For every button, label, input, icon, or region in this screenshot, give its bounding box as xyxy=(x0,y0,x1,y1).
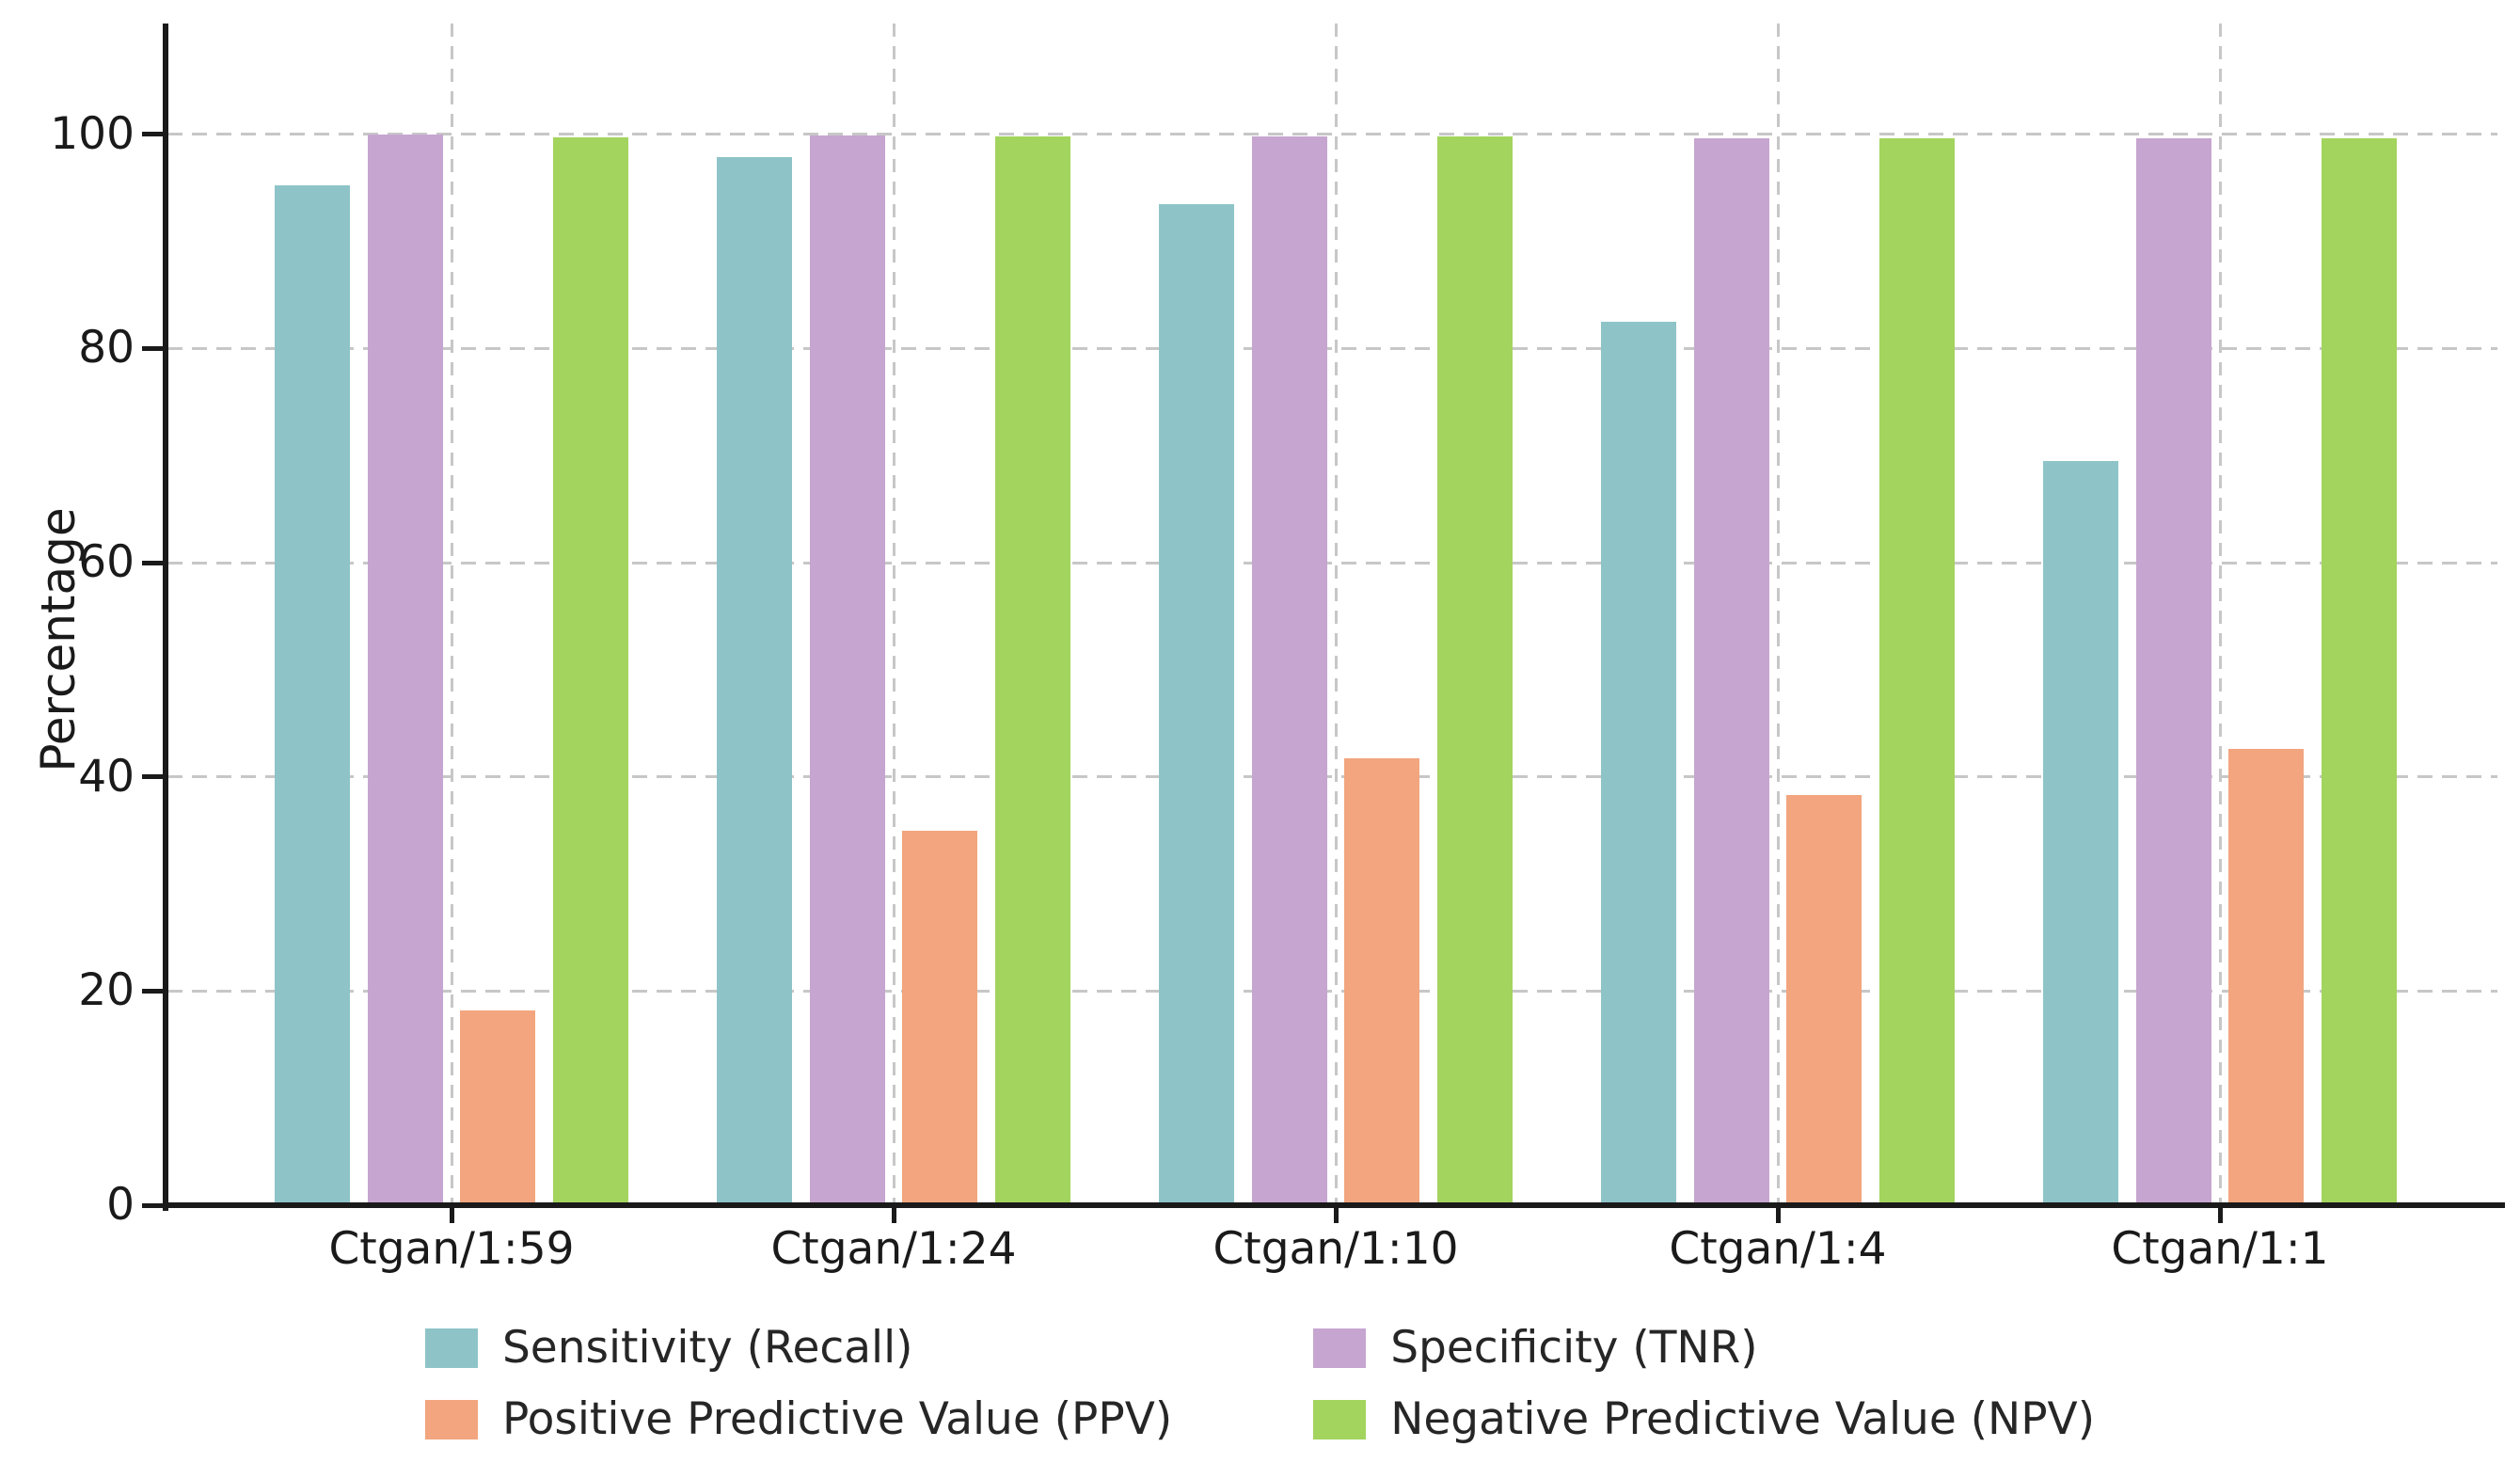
horizontal-gridline xyxy=(167,775,2497,779)
bar-ctgan-1-59-positive-predictive-value-ppv xyxy=(460,1010,535,1205)
x-tick-label: Ctgan/1:4 xyxy=(1669,1223,1887,1275)
vertical-gridline xyxy=(1776,24,1780,1205)
y-tick-mark xyxy=(142,1202,163,1208)
legend-item-negative-predictive-value-npv: Negative Predictive Value (NPV) xyxy=(1313,1396,2095,1443)
legend-label: Positive Predictive Value (PPV) xyxy=(501,1393,1173,1445)
bar-ctgan-1-4-specificity-tnr xyxy=(1694,138,1769,1205)
y-tick-label: 20 xyxy=(78,964,135,1017)
bar-ctgan-1-10-specificity-tnr xyxy=(1252,135,1327,1205)
bar-ctgan-1-10-positive-predictive-value-ppv xyxy=(1344,758,1419,1205)
bar-ctgan-1-24-sensitivity-recall xyxy=(717,156,792,1205)
bar-ctgan-1-59-specificity-tnr xyxy=(368,134,443,1205)
x-tick-mark xyxy=(449,1208,454,1223)
x-tick-mark xyxy=(1775,1208,1781,1223)
legend-column: Sensitivity (Recall) Positive Predictive … xyxy=(424,1322,1173,1445)
legend-swatch-sensitivity-recall xyxy=(424,1328,478,1368)
y-tick-mark xyxy=(142,345,163,351)
legend-label: Specificity (TNR) xyxy=(1390,1322,1758,1374)
vertical-gridline xyxy=(892,24,895,1205)
bar-ctgan-1-4-positive-predictive-value-ppv xyxy=(1786,795,1862,1205)
x-tick-label: Ctgan/1:59 xyxy=(328,1223,575,1275)
legend: Sensitivity (Recall) Positive Predictive … xyxy=(0,1325,2520,1443)
x-axis-spine xyxy=(163,1202,2505,1208)
legend-label: Sensitivity (Recall) xyxy=(501,1322,913,1374)
y-tick-label: 40 xyxy=(78,750,135,803)
y-tick-mark xyxy=(142,560,163,565)
y-tick-label: 60 xyxy=(78,536,135,589)
bar-ctgan-1-59-negative-predictive-value-npv xyxy=(553,137,628,1205)
bar-ctgan-1-24-negative-predictive-value-npv xyxy=(995,135,1070,1205)
legend-swatch-negative-predictive-value-npv xyxy=(1313,1400,1367,1439)
bar-ctgan-1-1-specificity-tnr xyxy=(2136,138,2211,1205)
x-tick-label: Ctgan/1:1 xyxy=(2111,1223,2329,1275)
vertical-gridline xyxy=(450,24,453,1205)
y-tick-label: 80 xyxy=(78,322,135,374)
bar-ctgan-1-59-sensitivity-recall xyxy=(275,185,350,1205)
legend-swatch-positive-predictive-value-ppv xyxy=(424,1400,478,1439)
y-axis-spine xyxy=(163,24,168,1211)
legend-item-specificity-tnr: Specificity (TNR) xyxy=(1313,1325,2095,1372)
bar-ctgan-1-10-negative-predictive-value-npv xyxy=(1437,135,1513,1205)
legend-column: Specificity (TNR) Negative Predictive Val… xyxy=(1313,1325,2095,1443)
bar-ctgan-1-1-sensitivity-recall xyxy=(2043,460,2118,1205)
y-tick-label: 100 xyxy=(50,107,135,160)
x-tick-label: Ctgan/1:10 xyxy=(1212,1223,1459,1275)
y-tick-mark xyxy=(142,132,163,137)
vertical-gridline xyxy=(1334,24,1338,1205)
bar-ctgan-1-4-sensitivity-recall xyxy=(1601,321,1676,1205)
y-tick-mark xyxy=(142,774,163,780)
bar-ctgan-1-1-positive-predictive-value-ppv xyxy=(2228,749,2304,1205)
bar-ctgan-1-1-negative-predictive-value-npv xyxy=(2322,138,2397,1205)
vertical-gridline xyxy=(2218,24,2222,1205)
x-tick-mark xyxy=(1333,1208,1339,1223)
bar-ctgan-1-10-sensitivity-recall xyxy=(1159,203,1234,1205)
horizontal-gridline xyxy=(167,133,2497,136)
horizontal-gridline xyxy=(167,561,2497,565)
bar-ctgan-1-24-positive-predictive-value-ppv xyxy=(902,830,977,1205)
legend-label: Negative Predictive Value (NPV) xyxy=(1390,1393,2096,1445)
horizontal-gridline xyxy=(167,989,2497,993)
bar-ctgan-1-4-negative-predictive-value-npv xyxy=(1879,138,1955,1205)
x-tick-label: Ctgan/1:24 xyxy=(770,1223,1017,1275)
y-tick-label: 0 xyxy=(106,1179,135,1231)
horizontal-gridline xyxy=(167,346,2497,350)
plot-area xyxy=(167,24,2497,1205)
x-tick-mark xyxy=(891,1208,896,1223)
legend-item-positive-predictive-value-ppv: Positive Predictive Value (PPV) xyxy=(424,1393,1173,1445)
legend-item-sensitivity-recall: Sensitivity (Recall) xyxy=(424,1322,1172,1374)
legend-swatch-specificity-tnr xyxy=(1313,1328,1367,1368)
bar-ctgan-1-24-specificity-tnr xyxy=(810,135,885,1205)
x-tick-mark xyxy=(2217,1208,2223,1223)
y-tick-mark xyxy=(142,988,163,994)
